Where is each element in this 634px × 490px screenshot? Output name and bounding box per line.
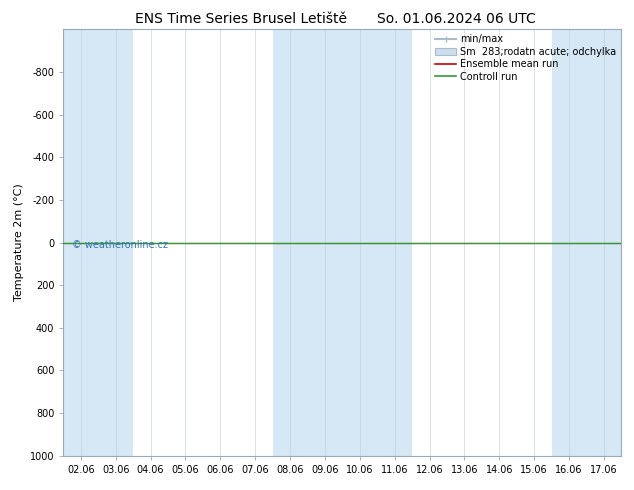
Y-axis label: Temperature 2m (°C): Temperature 2m (°C): [15, 184, 24, 301]
Text: ENS Time Series Brusel Letiště: ENS Time Series Brusel Letiště: [135, 12, 347, 26]
Text: © weatheronline.cz: © weatheronline.cz: [72, 240, 168, 250]
Text: So. 01.06.2024 06 UTC: So. 01.06.2024 06 UTC: [377, 12, 536, 26]
Legend: min/max, Sm  283;rodatn acute; odchylka, Ensemble mean run, Controll run: min/max, Sm 283;rodatn acute; odchylka, …: [433, 32, 618, 83]
Bar: [63, 29, 133, 456]
Bar: [552, 29, 621, 456]
Bar: [273, 29, 342, 456]
Bar: [342, 29, 412, 456]
